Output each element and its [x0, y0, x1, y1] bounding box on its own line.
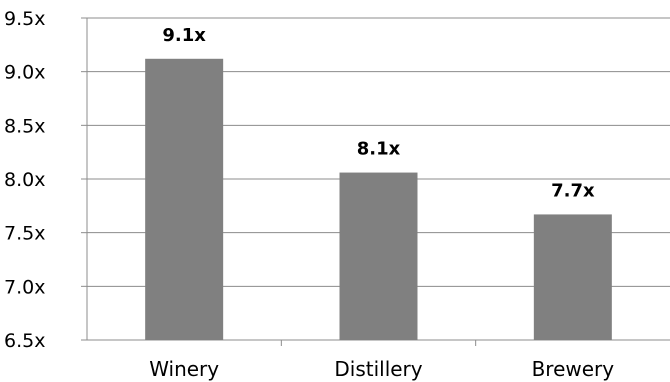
- data-label-winery: 9.1x: [162, 25, 206, 46]
- labels: 6.5x 7.0x 7.5x 8.0x 8.5x 9.0x 9.5x 9.1x Winery 8.…: [4, 8, 614, 381]
- bar-distillery: [339, 172, 418, 340]
- y-tick-label: 9.0x: [4, 62, 45, 84]
- x-category-label: Distillery: [334, 357, 422, 381]
- x-category-label: Winery: [149, 357, 219, 381]
- data-label-brewery: 7.7x: [551, 180, 595, 201]
- y-tick-label: 8.0x: [4, 169, 45, 191]
- bar-winery: [145, 58, 224, 340]
- y-tick-label: 7.0x: [4, 276, 45, 298]
- data-label-distillery: 8.1x: [357, 139, 401, 160]
- y-tick-label: 6.5x: [4, 330, 45, 352]
- y-tick-label: 8.5x: [4, 115, 45, 137]
- y-tick-label: 9.5x: [4, 8, 45, 30]
- bars: [145, 58, 612, 340]
- bar-brewery: [533, 214, 612, 340]
- y-tick-label: 7.5x: [4, 223, 45, 245]
- x-category-label: Brewery: [532, 357, 615, 381]
